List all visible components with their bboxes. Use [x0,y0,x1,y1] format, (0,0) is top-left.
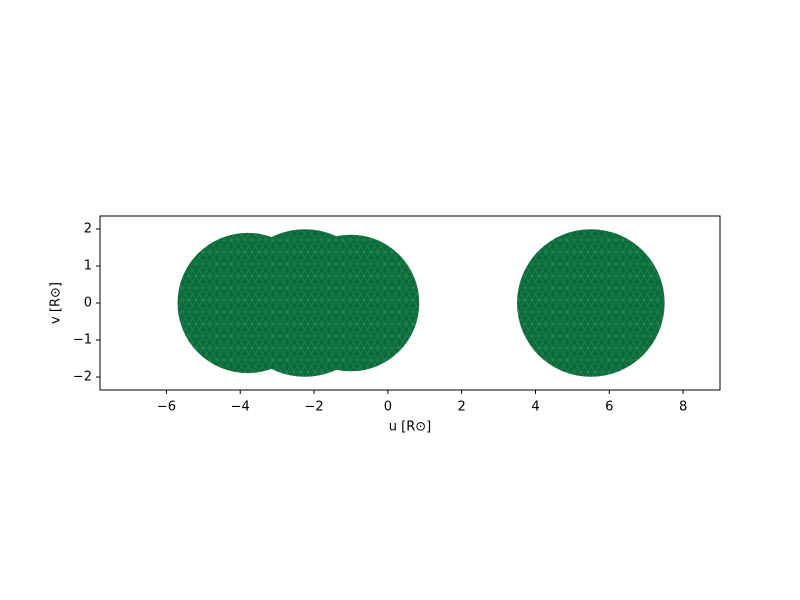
y-tick-label: 1 [84,258,92,273]
x-tick-label: 2 [458,400,466,415]
x-axis-label: u [R⊙] [389,420,431,435]
y-axis-label: v [R⊙] [49,282,64,324]
x-tick-label: 4 [531,400,539,415]
star-mesh-overlay [517,229,665,377]
x-tick-label: −6 [157,400,176,415]
y-tick-label: 2 [84,221,92,236]
x-tick-label: −4 [231,400,250,415]
x-tick-label: 8 [679,400,687,415]
y-tick-label: −2 [73,370,92,385]
x-tick-label: −2 [304,400,323,415]
y-tick-label: 0 [84,296,92,311]
star-mesh-overlay [231,229,379,377]
y-tick-label: −1 [73,333,92,348]
x-tick-label: 6 [605,400,613,415]
x-tick-label: 0 [384,400,392,415]
